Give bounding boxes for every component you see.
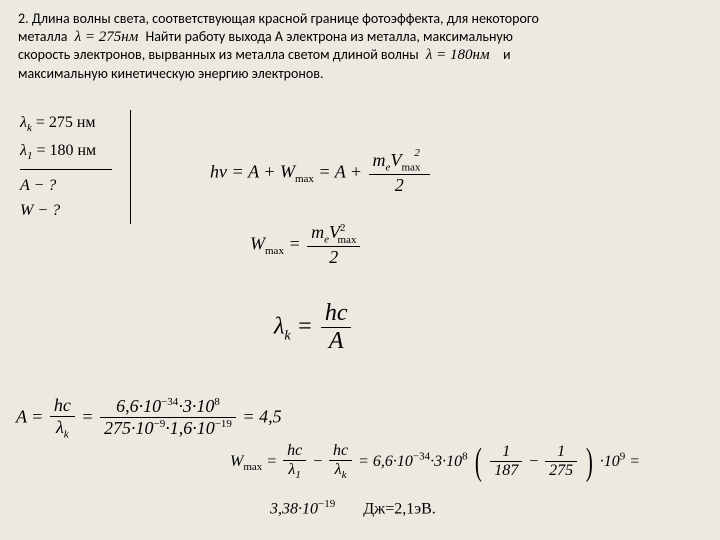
text: Длина волны света, соответствующая красн… <box>32 10 539 27</box>
separator <box>20 169 112 170</box>
equation-lambda-k: λk = hc A <box>274 300 353 356</box>
text: скорость электронов, вырванных из металл… <box>18 46 419 63</box>
given-row: λk = 275 нм <box>20 110 112 138</box>
text: максимальную кинетическую энергию электр… <box>18 65 323 82</box>
equation-wmax-calc: Wmax = hc λ1 − hc λk = 6,6·10−34·3·108 (… <box>230 442 640 482</box>
text: металла <box>18 28 68 45</box>
given-row: W − ? <box>20 198 112 224</box>
given-row: A − ? <box>20 173 112 199</box>
equation-work-function: A = hc λk = 6,6·10−34·3·108 275·10−9·1,6… <box>16 395 282 442</box>
inline-formula: λ = 275нм <box>71 29 143 45</box>
text: и <box>503 46 511 63</box>
text: Найти работу выхода A электрона из метал… <box>145 28 512 45</box>
problem-number: 2. <box>18 10 29 27</box>
problem-statement: 2. Длина волны света, соответствующая кр… <box>0 0 720 83</box>
inline-formula: λ = 180нм <box>422 47 494 63</box>
given-data: λk = 275 нм λ1 = 180 нм A − ? W − ? <box>20 110 131 224</box>
equation-result: 3,38·10−19 Дж=2,1эВ. <box>270 498 436 518</box>
equation-wmax: Wmax = meV2max 2 <box>250 222 362 269</box>
equation-energy: hν = A + Wmax = A + meVmax2 2 <box>210 150 432 197</box>
given-row: λ1 = 180 нм <box>20 138 112 166</box>
